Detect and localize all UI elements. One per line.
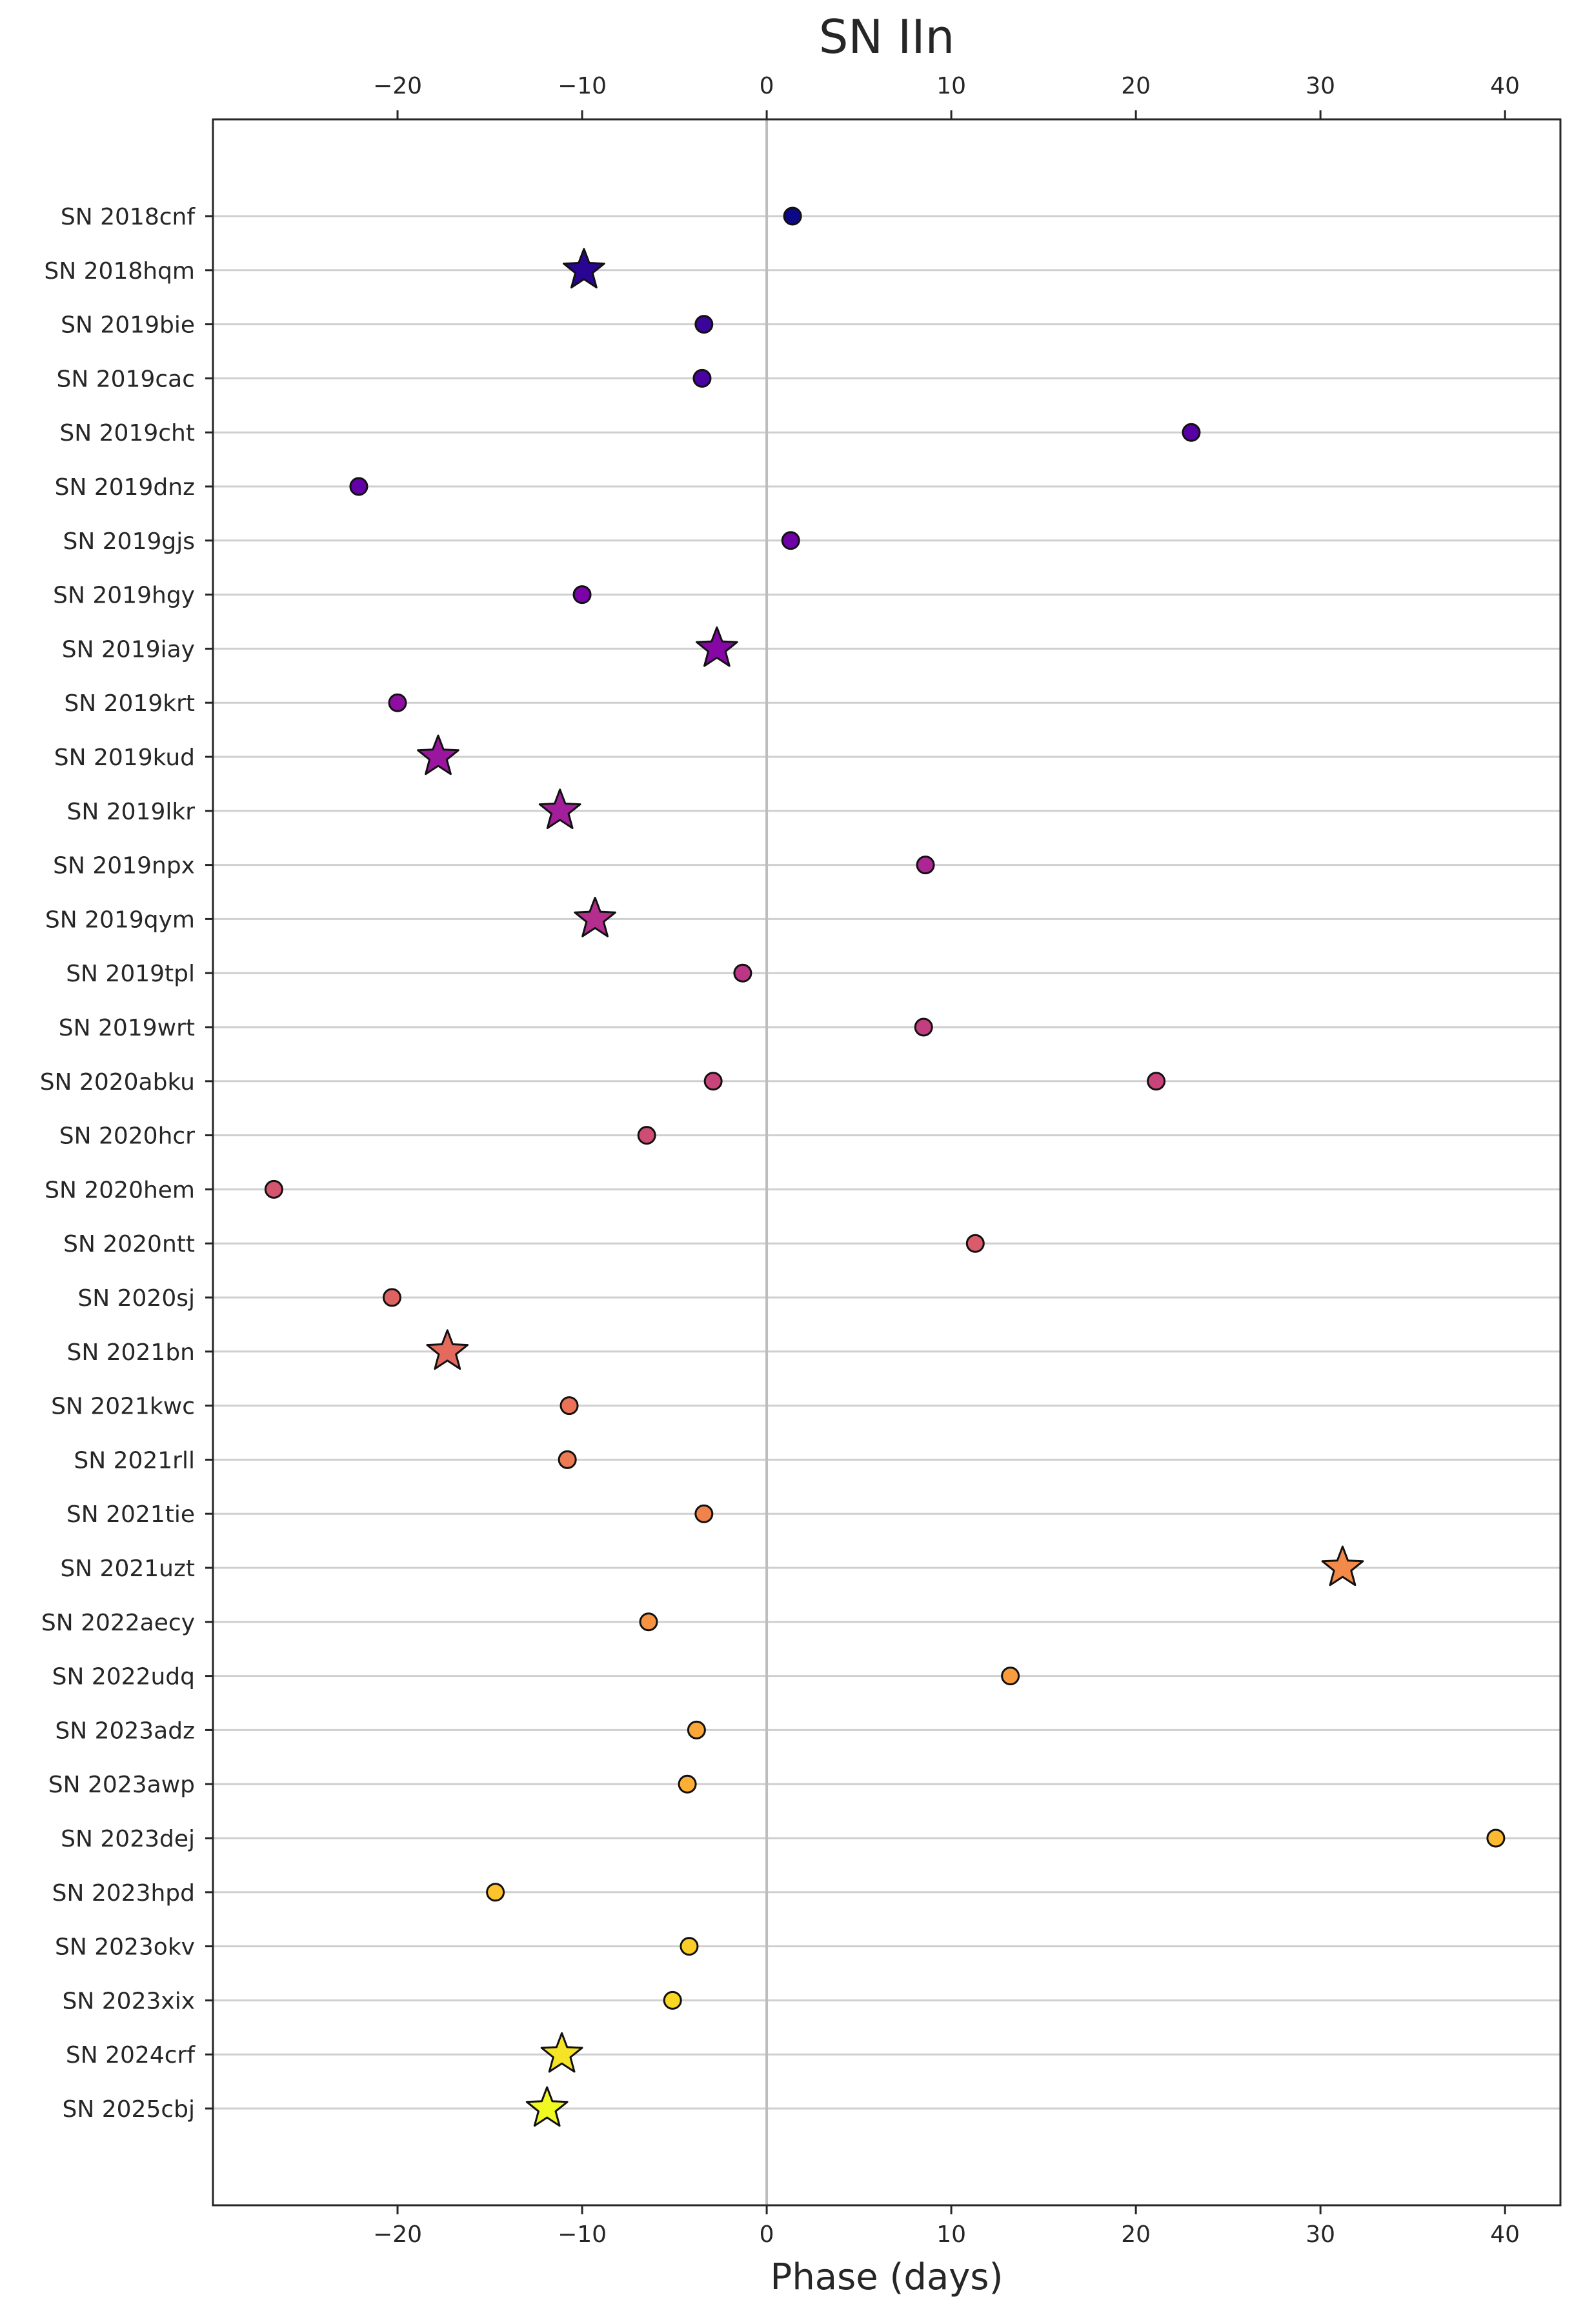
circle-marker <box>382 1288 401 1307</box>
circle-marker <box>1001 1667 1020 1686</box>
data-markers <box>264 206 1506 2127</box>
bottom-x-tick-label: −10 <box>558 2221 607 2248</box>
circle-marker <box>914 1017 933 1037</box>
y-tick-label: SN 2023okv <box>55 1934 195 1961</box>
y-tick-label: SN 2019npx <box>53 853 195 879</box>
top-x-tick-label: −20 <box>373 73 422 99</box>
circle-marker <box>264 1179 283 1199</box>
circle-marker <box>349 477 368 496</box>
circle-marker <box>486 1883 505 1902</box>
circle-marker <box>687 1720 706 1739</box>
y-tick-label: SN 2019iay <box>62 636 195 663</box>
y-tick-label: SN 2019qym <box>45 907 195 933</box>
y-tick-label: SN 2021uzt <box>60 1556 195 1582</box>
circle-marker <box>965 1234 985 1253</box>
y-tick-label: SN 2018hqm <box>44 258 195 285</box>
circle-marker <box>680 1937 699 1956</box>
y-tick-label: SN 2021kwc <box>51 1394 195 1420</box>
star-marker <box>1321 1545 1364 1587</box>
bottom-x-tick-label: 0 <box>760 2221 774 2248</box>
circle-marker <box>558 1450 577 1469</box>
bottom-x-tick-label: 10 <box>936 2221 966 2248</box>
circle-marker <box>388 693 407 712</box>
y-tick-label: SN 2023xix <box>63 1988 195 2014</box>
y-tick-label: SN 2019cht <box>59 420 195 446</box>
y-tick-label: SN 2021bn <box>66 1339 195 1366</box>
bottom-x-tick-label: −20 <box>373 2221 422 2248</box>
circle-marker <box>639 1612 658 1632</box>
circle-marker <box>1486 1828 1506 1848</box>
y-tick-label: SN 2020hcr <box>59 1123 195 1150</box>
y-tick-label: SN 2022aecy <box>41 1610 195 1636</box>
y-tick-label: SN 2020hem <box>45 1177 195 1203</box>
y-tick-label: SN 2020abku <box>40 1069 195 1096</box>
y-tick-label: SN 2020ntt <box>63 1231 195 1257</box>
star-marker <box>574 896 616 937</box>
circle-marker <box>703 1072 723 1091</box>
y-tick-label: SN 2025cbj <box>63 2096 196 2123</box>
y-tick-label: SN 2019bie <box>61 312 195 339</box>
y-tick-label: SN 2019tpl <box>66 961 195 987</box>
circle-marker <box>663 1990 682 2010</box>
star-marker <box>696 626 738 667</box>
star-marker <box>417 734 459 776</box>
circle-marker <box>783 206 802 226</box>
circle-marker <box>916 856 935 875</box>
y-tick-label: SN 2021tie <box>66 1501 195 1528</box>
circle-marker <box>694 1504 714 1523</box>
y-tick-label: SN 2019hgy <box>53 583 195 609</box>
top-x-tick-label: −10 <box>558 73 607 99</box>
y-tick-label: SN 2024crf <box>66 2042 196 2069</box>
y-tick-label: SN 2023hpd <box>52 1880 195 1907</box>
top-x-tick-label: 0 <box>760 73 774 99</box>
circle-marker <box>781 531 800 550</box>
y-tick-label: SN 2019cac <box>57 366 196 392</box>
y-tick-label: SN 2022udq <box>52 1664 195 1690</box>
y-tick-label: SN 2019dnz <box>55 474 195 501</box>
y-tick-label: SN 2020sj <box>77 1285 195 1312</box>
bottom-x-tick-label: 40 <box>1490 2221 1520 2248</box>
y-tick-label: SN 2023dej <box>61 1826 195 1852</box>
star-marker <box>538 788 581 829</box>
circle-marker <box>572 585 592 605</box>
y-tick-label: SN 2019krt <box>64 690 195 717</box>
y-tick-label: SN 2018cnf <box>61 204 196 230</box>
circle-marker <box>692 368 712 388</box>
grid-lines <box>213 215 1560 2110</box>
y-tick-label: SN 2019wrt <box>59 1015 195 1041</box>
y-tick-label: SN 2021rll <box>74 1447 195 1474</box>
star-marker <box>525 2086 569 2127</box>
star-marker <box>426 1329 469 1370</box>
circle-marker <box>560 1396 579 1416</box>
top-x-tick-label: 40 <box>1490 73 1520 99</box>
y-tick-label: SN 2019gjs <box>63 528 195 555</box>
star-marker <box>563 248 605 288</box>
bottom-x-tick-label: 20 <box>1121 2221 1151 2248</box>
plot-frame <box>212 118 1562 2207</box>
axis-ticks: SN 2018cnf SN 2018hqm SN 2019bie SN 2019cac… <box>40 73 1520 2248</box>
y-tick-label: SN 2019kud <box>54 745 195 771</box>
top-x-tick-label: 10 <box>936 73 966 99</box>
circle-marker <box>694 315 714 334</box>
y-tick-label: SN 2023awp <box>48 1772 195 1798</box>
x-axis-label: Phase (days) <box>771 2256 1003 2298</box>
circle-marker <box>637 1126 656 1145</box>
top-x-tick-label: 30 <box>1306 73 1335 99</box>
circle-marker <box>1182 423 1201 442</box>
circle-marker <box>678 1774 697 1794</box>
y-tick-label: SN 2023adz <box>55 1718 195 1744</box>
circle-marker <box>733 963 752 983</box>
bottom-x-tick-label: 30 <box>1306 2221 1335 2248</box>
circle-marker <box>1147 1072 1166 1091</box>
chart-title: SN IIn <box>819 10 955 64</box>
star-marker <box>540 2032 583 2073</box>
y-tick-label: SN 2019lkr <box>67 799 196 825</box>
top-x-tick-label: 20 <box>1121 73 1151 99</box>
